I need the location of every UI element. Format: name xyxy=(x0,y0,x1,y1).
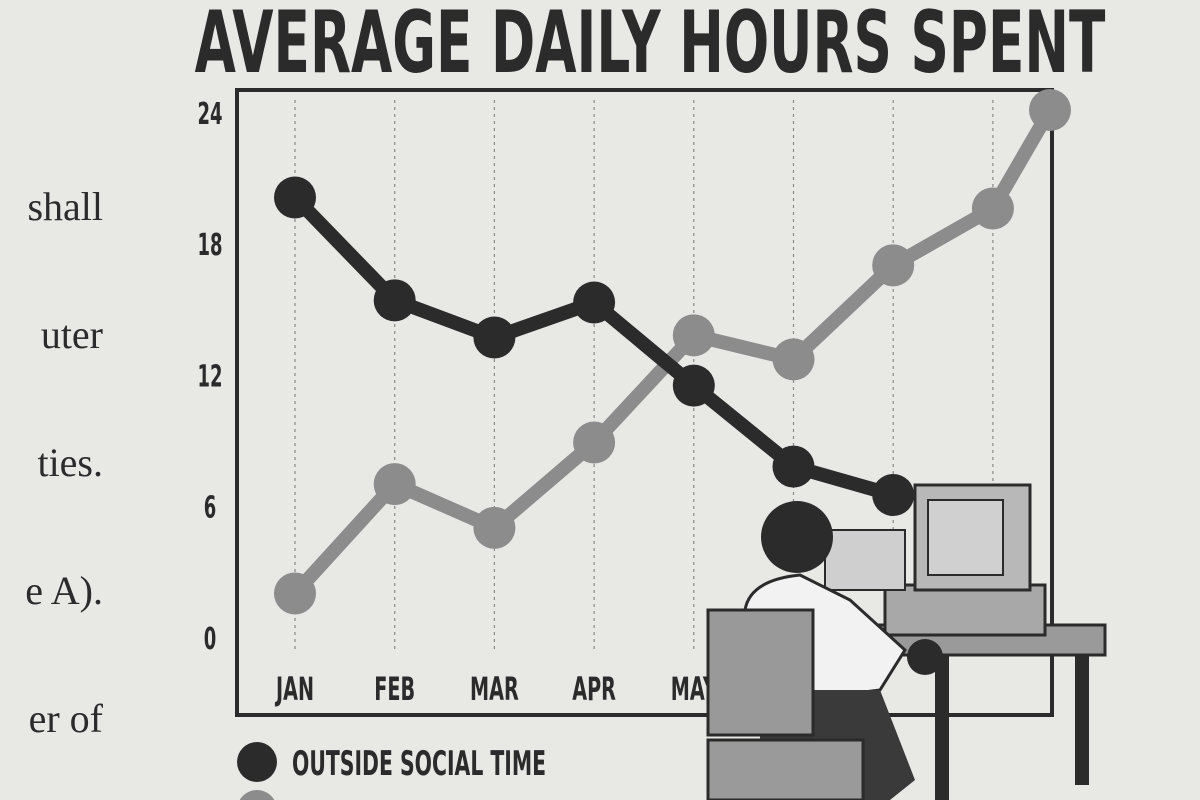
person-head xyxy=(761,501,833,573)
data-point xyxy=(772,445,815,488)
x-tick-label: FEB xyxy=(374,672,415,708)
x-tick-label: MAR xyxy=(470,672,519,708)
legend-swatch xyxy=(239,790,275,800)
computer-base xyxy=(883,583,1047,637)
data-point xyxy=(971,187,1014,230)
data-point xyxy=(672,314,715,357)
legend-label: OUTSIDE SOCIAL TIME xyxy=(292,743,546,783)
data-point xyxy=(473,506,516,549)
y-tick-label: 24 xyxy=(197,96,222,131)
data-point xyxy=(373,463,416,506)
side-text: shall uter ties. e A). er of xyxy=(25,184,103,741)
desk-leg xyxy=(935,655,949,800)
side-text-line: uter xyxy=(41,312,103,357)
data-point xyxy=(872,244,915,287)
side-text-line: ties. xyxy=(37,440,103,485)
paper-stack xyxy=(824,529,906,591)
illustration xyxy=(706,483,1107,800)
y-tick-label: 0 xyxy=(204,621,217,656)
data-point xyxy=(1029,89,1071,131)
side-text-line: shall xyxy=(27,184,103,229)
data-point xyxy=(872,474,915,516)
chair-back xyxy=(706,608,815,737)
y-tick-label: 18 xyxy=(197,227,222,262)
chair-seat xyxy=(706,738,865,800)
data-point xyxy=(772,338,815,381)
y-tick-label: 6 xyxy=(204,490,217,525)
data-point xyxy=(573,281,616,324)
chart-title: AVERAGE DAILY HOURS SPENT xyxy=(195,0,1106,92)
legend-swatch xyxy=(237,742,277,782)
data-point xyxy=(373,279,416,322)
data-point xyxy=(274,176,316,219)
person-hand xyxy=(907,639,943,675)
data-point xyxy=(473,316,516,359)
x-tick-label: JAN xyxy=(275,672,315,708)
desk-leg xyxy=(1075,655,1089,785)
legend: OUTSIDE SOCIAL TIME xyxy=(237,742,546,800)
y-tick-label: 12 xyxy=(197,359,222,394)
side-text-line: er of xyxy=(29,696,104,741)
x-tick-label: APR xyxy=(572,672,616,708)
screen xyxy=(927,499,1004,576)
data-point xyxy=(274,572,316,615)
data-point xyxy=(573,421,616,464)
plot-frame xyxy=(235,88,1054,717)
data-point xyxy=(672,364,715,407)
side-text-line: e A). xyxy=(25,568,103,613)
